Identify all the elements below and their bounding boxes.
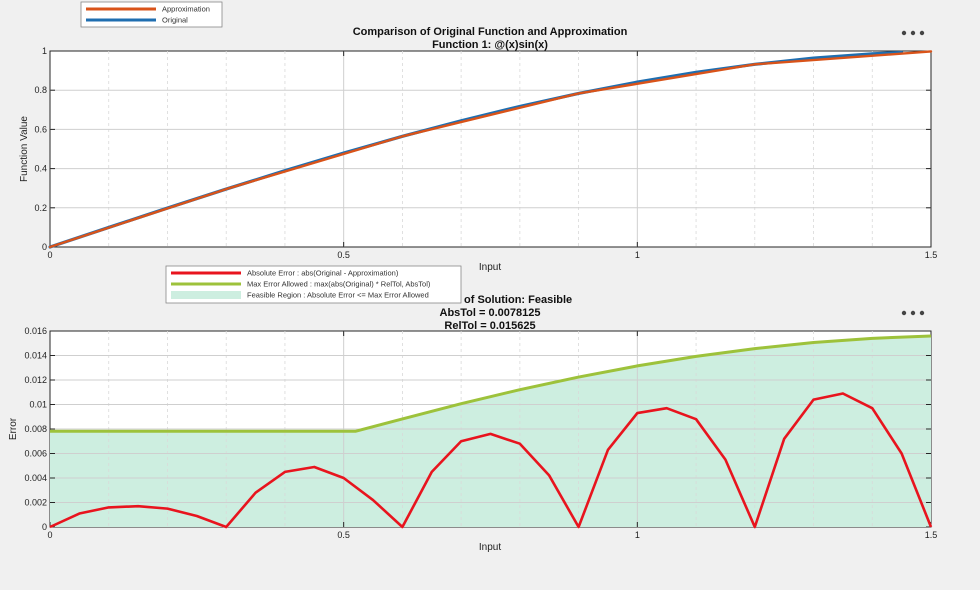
bottom-x-tick-label: 1 xyxy=(635,530,640,540)
bottom-y-tick-label: 0.004 xyxy=(24,473,47,483)
top-more-options-icon[interactable] xyxy=(901,30,925,36)
series-line-max-error-allowed xyxy=(50,334,932,433)
bottom-x-tick-label: 0 xyxy=(47,530,52,540)
top-x-tick-label: 1 xyxy=(635,250,640,260)
series-line-absolute-error xyxy=(49,392,933,529)
bottom-y-tick-label: 0 xyxy=(42,522,47,532)
top-legend-box xyxy=(80,1,223,28)
bottom-legend: Absolute Error : abs(Original - Approxim… xyxy=(165,265,462,304)
feasible-region-area xyxy=(50,336,931,527)
top-chart-title: Comparison of Original Function and Appr… xyxy=(353,26,628,38)
legend-swatch-feasible-region xyxy=(171,291,241,299)
top-plot-area xyxy=(49,50,932,248)
top-chart-subtitle: Function 1: @(x)sin(x) xyxy=(432,39,548,51)
legend-label-max-error: Max Error Allowed : max(abs(Original) * … xyxy=(247,280,431,289)
top-axes: 0 0.5 1 1.5 0 0.2 0.4 0.6 0.8 1 Comparison of Ori… xyxy=(19,26,937,273)
top-x-tick-label: 0.5 xyxy=(337,250,350,260)
legend-label-approximation: Approximation xyxy=(162,5,210,14)
legend-label-feasible-region: Feasible Region : Absolute Error <= Max … xyxy=(247,291,429,300)
bottom-y-tick-label: 0.01 xyxy=(29,400,47,410)
legend-label-original: Original xyxy=(162,16,188,25)
bottom-chart-subtitle-abstol: AbsTol = 0.0078125 xyxy=(440,307,541,319)
top-y-tick-label: 0.6 xyxy=(34,124,47,134)
bottom-y-tick-label: 0.008 xyxy=(24,424,47,434)
bottom-x-axis-label: Input xyxy=(479,542,501,553)
top-x-axis-label: Input xyxy=(479,262,501,273)
bottom-y-tick-label: 0.006 xyxy=(24,449,47,459)
bottom-y-tick-label: 0.016 xyxy=(24,326,47,336)
top-y-tick-label: 0.2 xyxy=(34,203,47,213)
bottom-y-tick-label: 0.014 xyxy=(24,351,47,361)
bottom-x-tick-label: 1.5 xyxy=(925,530,938,540)
bottom-y-tick-label: 0.002 xyxy=(24,498,47,508)
top-x-tick-label: 0 xyxy=(47,250,52,260)
bottom-chart-subtitle-reltol: RelTol = 0.015625 xyxy=(444,320,535,332)
top-y-tick-label: 0.8 xyxy=(34,85,47,95)
bottom-x-tick-label: 0.5 xyxy=(337,530,350,540)
legend-label-absolute-error: Absolute Error : abs(Original - Approxim… xyxy=(247,269,399,278)
bottom-chart-title: of Solution: Feasible xyxy=(464,294,572,306)
top-y-axis-label: Function Value xyxy=(19,116,30,182)
top-y-tick-label: 1 xyxy=(42,46,47,56)
bottom-more-options-icon[interactable] xyxy=(901,310,925,316)
series-line-approximation xyxy=(48,50,933,249)
bottom-y-axis-label: Error xyxy=(8,417,19,440)
top-y-tick-label: 0 xyxy=(42,242,47,252)
top-x-tick-label: 1.5 xyxy=(925,250,938,260)
bottom-y-tick-label: 0.012 xyxy=(24,375,47,385)
top-legend: Approximation Original xyxy=(80,1,223,28)
top-y-tick-label: 0.4 xyxy=(34,164,47,174)
bottom-axes: 0 0.5 1 1.5 0 0.002 0.004 0.006 0.008 0.01 0.012 0.… xyxy=(8,294,937,553)
